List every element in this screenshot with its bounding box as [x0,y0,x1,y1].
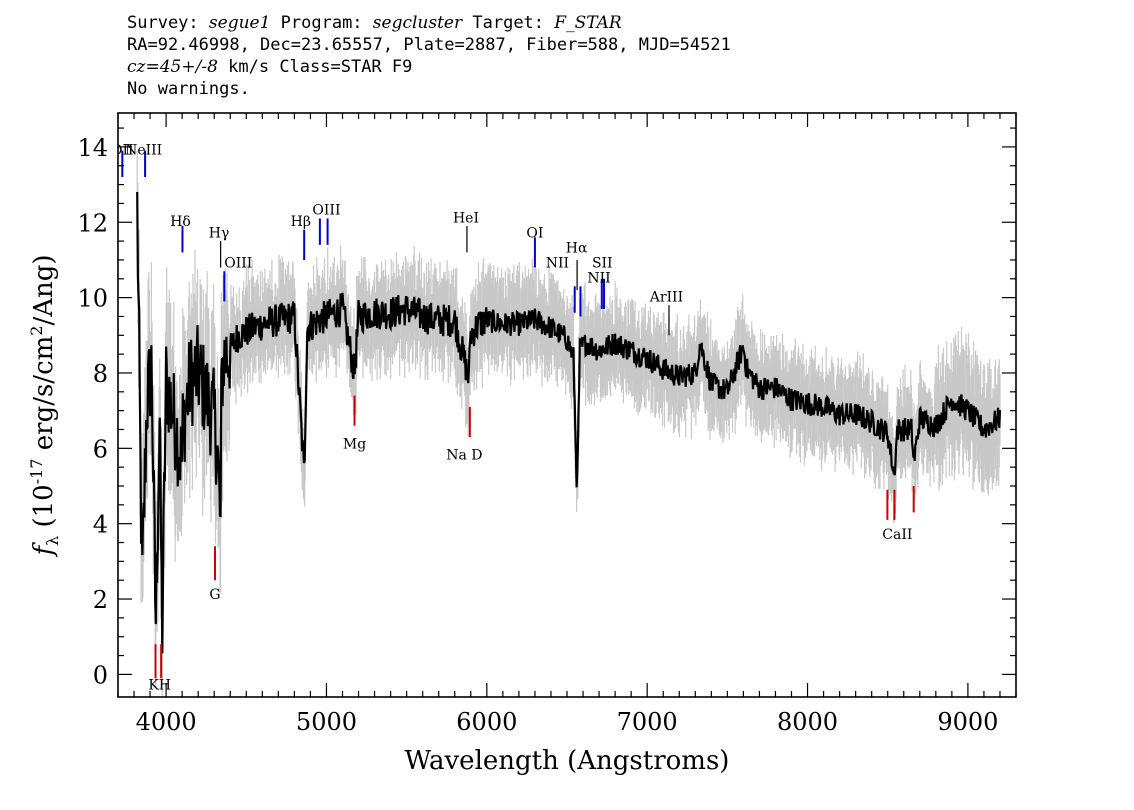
survey-label: Survey: [127,13,199,33]
header-line-4: No warnings. [127,79,250,99]
y-axis-title: fλ (10-17 erg/s/cm2/Ang) [27,254,62,557]
line-marker-label: HeI [453,210,479,226]
line-marker-label: OIII [312,203,340,219]
line-marker-label: OIII [224,255,252,271]
y-tick-label: 2 [93,586,108,614]
y-tick-label: 4 [93,511,108,539]
x-tick-label: 4000 [136,708,197,736]
line-marker-label: SII [592,255,613,271]
line-marker-label: Hβ [291,214,311,230]
header-line-1: Survey: segue1 Program: segcluster Targe… [127,12,731,34]
target-value: F_STAR [554,13,622,33]
x-axis-ticks: 4000 5000 6000 7000 8000 9000 [117,113,1017,736]
x-tick-label: 7000 [617,708,678,736]
line-marker-label: NeIII [125,142,162,158]
line-marker-label: ArIII [649,289,683,305]
header-line-3: cz=45+/-8 km/s Class=STAR F9 [127,56,731,78]
flux-series-line [136,191,1002,654]
spectrum-header: Survey: segue1 Program: segcluster Targe… [127,12,731,100]
program-label: Program: [280,13,363,33]
program-value: segcluster [372,13,463,33]
redshift-value: cz=45+/-8 [127,57,218,77]
x-tick-label: 6000 [456,708,517,736]
line-marker-label: CaII [882,527,912,543]
header-line-2: RA=92.46998, Dec=23.65557, Plate=2887, F… [127,35,731,55]
y-tick-label: 6 [93,435,108,463]
line-marker-label: KH [148,677,171,693]
y-tick-label: 12 [77,209,108,237]
line-marker-label: NII [587,271,610,287]
x-tick-label: 5000 [296,708,357,736]
line-marker-label: Mg [343,436,366,452]
y-tick-label: 8 [93,360,108,388]
line-marker-label: Hδ [170,214,191,230]
x-axis-title: Wavelength (Angstroms) [405,746,730,776]
x-tick-label: 8000 [777,708,838,736]
line-marker-label: Na D [446,448,482,464]
y-tick-label: 14 [77,134,108,162]
line-marker-label: G [209,587,220,603]
line-marker-label: OI [526,225,543,241]
x-tick-label: 9000 [937,708,998,736]
target-label: Target: [472,13,545,33]
class-value: km/s Class=STAR F9 [228,57,413,77]
y-tick-label: 0 [93,661,108,689]
y-axis-ticks: 0 2 4 6 8 10 12 14 [77,127,1016,689]
line-marker-label: Hγ [209,225,230,241]
line-marker-label: Hα [566,240,588,256]
y-tick-label: 10 [77,285,108,313]
line-marker-label: NII [546,255,569,271]
survey-value: segue1 [208,13,271,33]
